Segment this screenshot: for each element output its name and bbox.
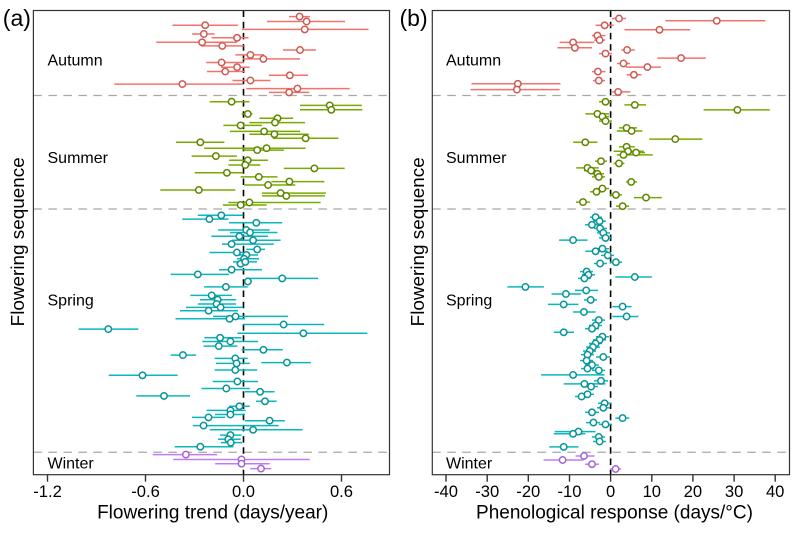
svg-text:Flowering sequence: Flowering sequence [408,157,429,326]
svg-text:0.6: 0.6 [330,482,353,501]
svg-text:-1.2: -1.2 [33,482,62,501]
svg-text:(b): (b) [400,5,428,31]
svg-text:Spring: Spring [48,293,94,310]
svg-text:20: 20 [684,482,702,501]
svg-text:Phenological response (days/°C: Phenological response (days/°C) [476,503,753,524]
svg-text:Summer: Summer [48,150,109,167]
svg-text:-40: -40 [434,482,458,501]
svg-text:0: 0 [606,482,615,501]
svg-text:Winter: Winter [446,456,493,473]
svg-text:0.0: 0.0 [232,482,255,501]
svg-text:Autumn: Autumn [446,53,501,70]
svg-text:Flowering trend (days/year): Flowering trend (days/year) [97,503,328,524]
svg-text:Winter: Winter [48,456,95,473]
svg-text:(a): (a) [3,5,31,31]
svg-text:-10: -10 [558,482,582,501]
svg-text:-20: -20 [516,482,540,501]
svg-text:40: 40 [766,482,784,501]
svg-text:30: 30 [725,482,743,501]
svg-text:-0.6: -0.6 [131,482,160,501]
svg-text:-30: -30 [475,482,499,501]
svg-text:Flowering sequence: Flowering sequence [8,157,29,326]
svg-text:Summer: Summer [446,150,507,167]
svg-text:10: 10 [643,482,661,501]
svg-text:Spring: Spring [446,293,492,310]
svg-text:Autumn: Autumn [48,53,103,70]
